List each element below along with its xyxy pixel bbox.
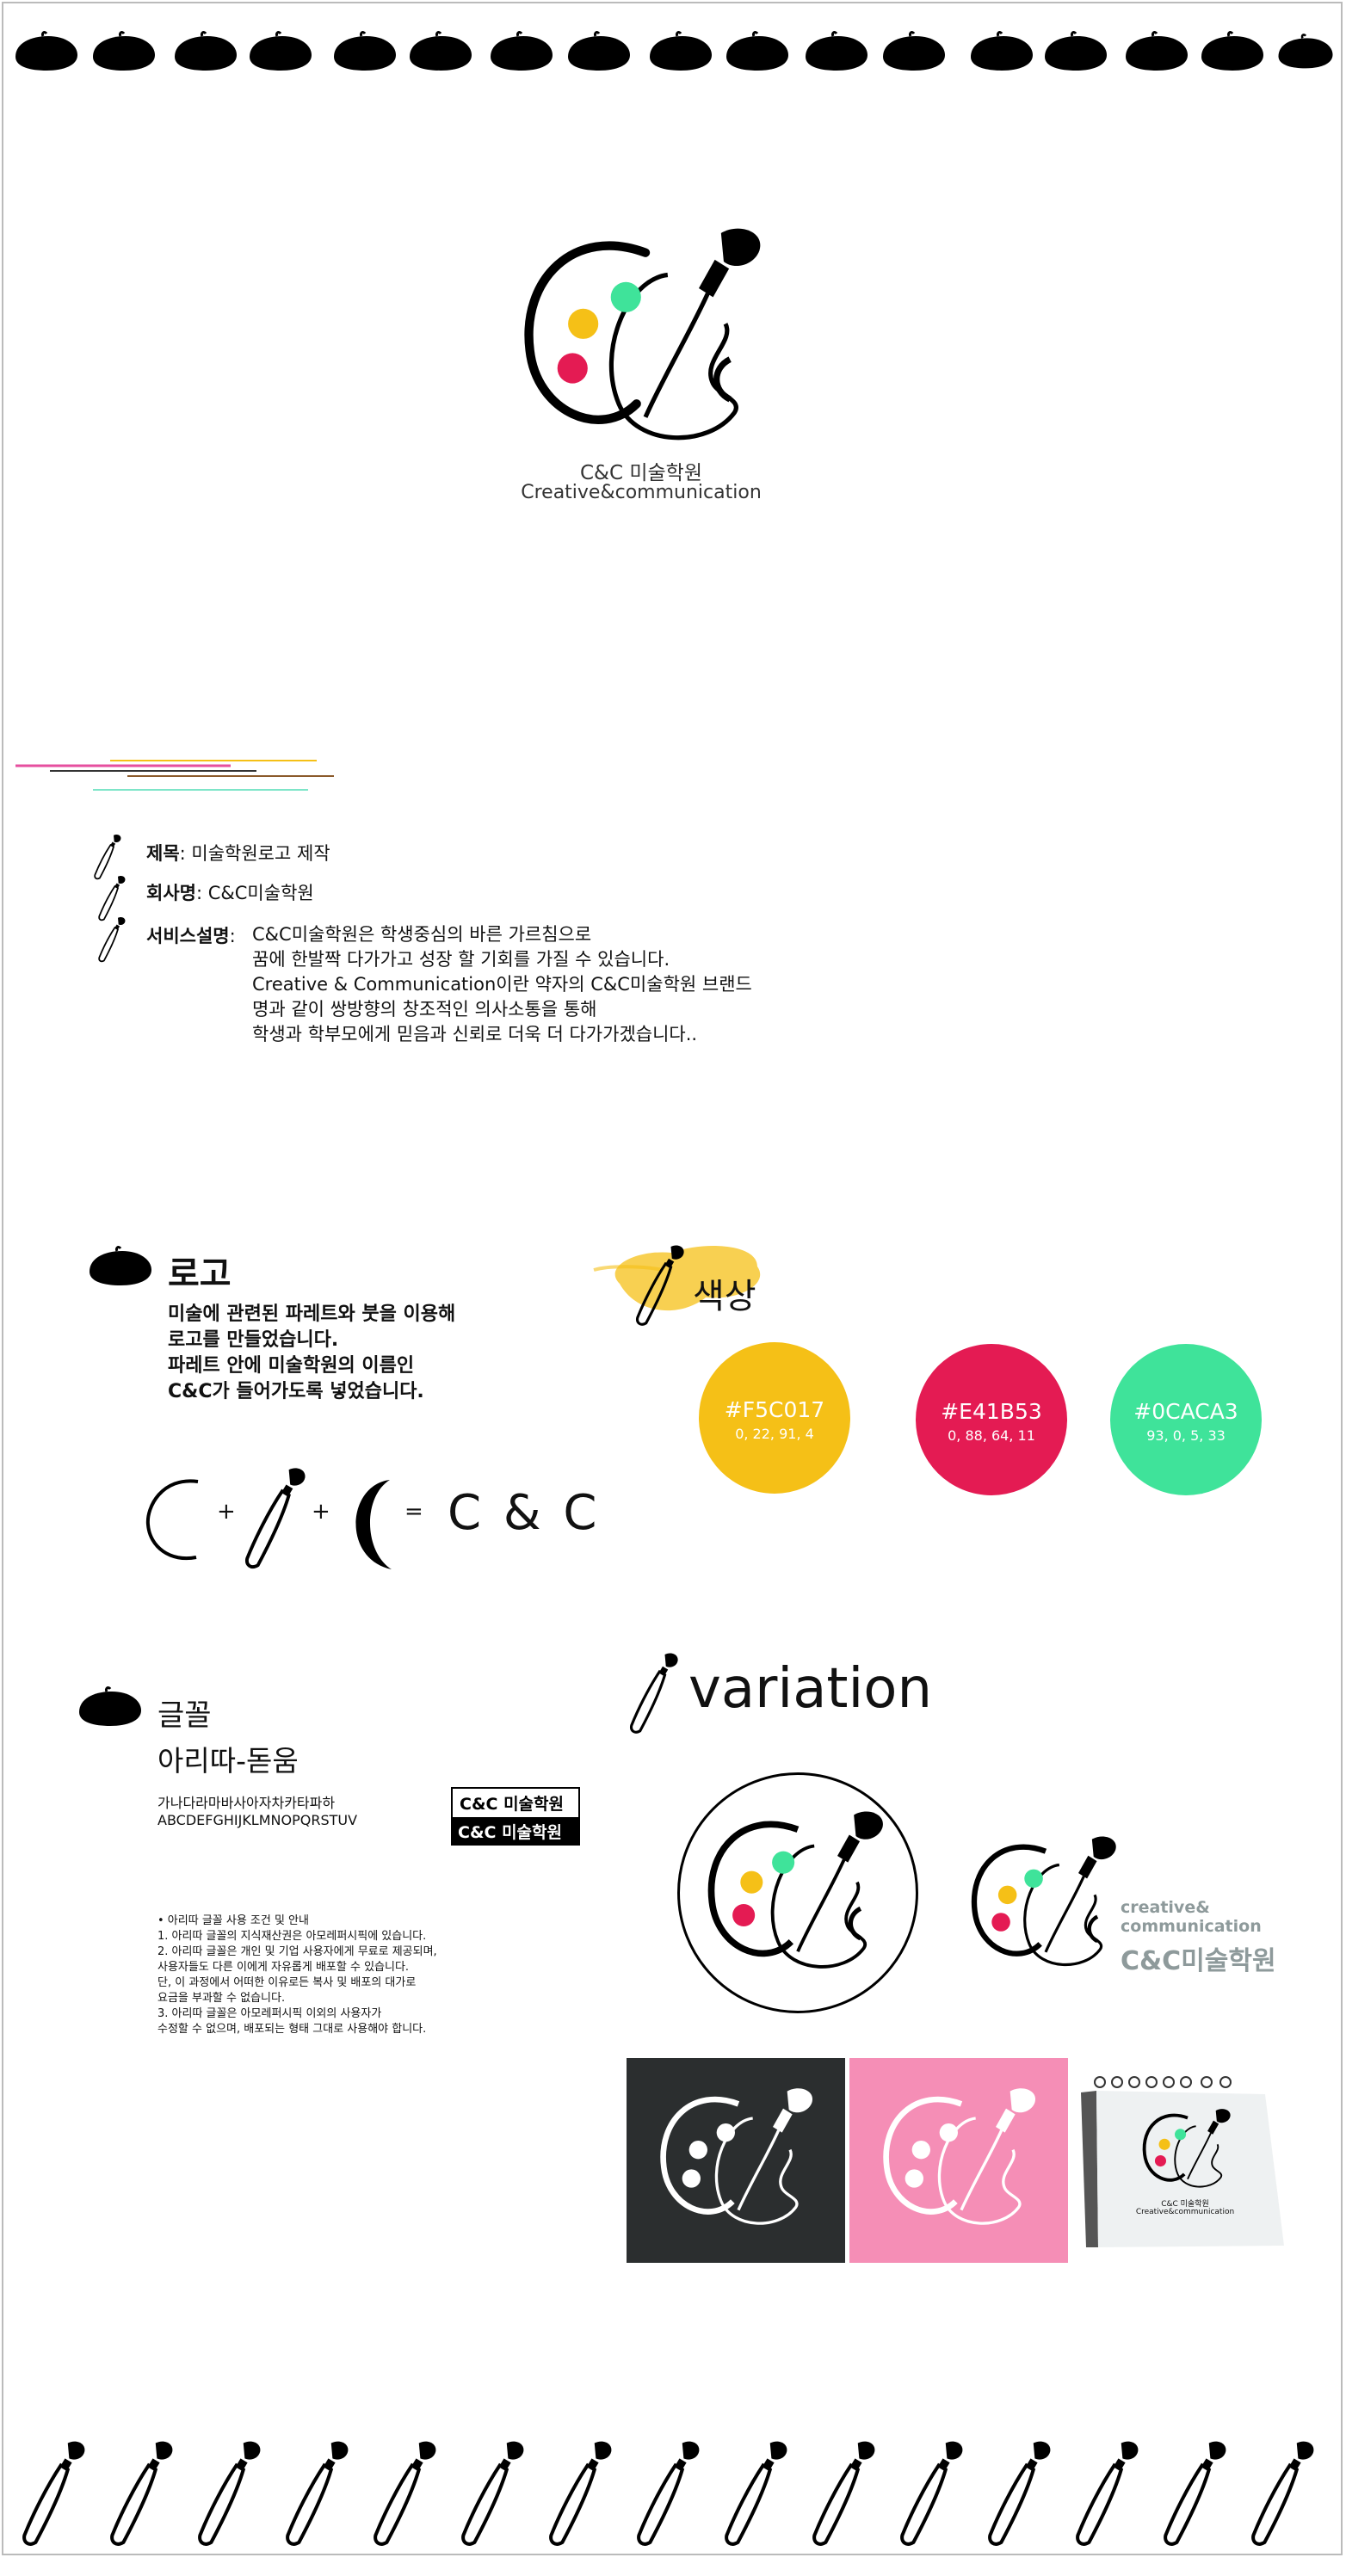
palette-logo-icon: [707, 1811, 883, 1969]
service-line: Creative & Communication이란 약자의 C&C미술학원 브…: [252, 974, 752, 995]
paintbrush-icon: [95, 915, 129, 964]
variation-pink-panel: [849, 2058, 1068, 2263]
font-sample-latin: ABCDEFGHIJKLMNOPQRSTUV: [157, 1812, 358, 1828]
swatch-hex: #0CACA3: [1133, 1399, 1238, 1424]
logo-heading: 로고: [168, 1254, 232, 1294]
service-label-row: 서비스설명:: [146, 926, 236, 946]
paintbrush-icon: [241, 1464, 310, 1572]
title-label: 제목: [146, 843, 180, 864]
palette-logo-icon: [971, 1836, 1116, 1967]
paintbrush-icon: [633, 1242, 688, 1328]
service-label: 서비스설명: [146, 926, 230, 946]
variation-side-small: creative& communication: [1121, 1898, 1262, 1936]
variation-circle-badge: [677, 1772, 918, 2013]
beret-icon: [88, 1246, 153, 1287]
beret-row: [12, 26, 1337, 86]
variation-heading: variation: [688, 1657, 932, 1721]
company-value: C&C미술학원: [207, 883, 314, 903]
service-line: 명과 같이 쌍방향의 창조적인 의사소통을 통해: [252, 999, 597, 1020]
color-swatch-yellow: #F5C017 0, 22, 91, 4: [699, 1342, 850, 1494]
company-row: 회사명: C&C미술학원: [146, 883, 314, 903]
service-line: 꿈에 한발짝 다가가고 성장 할 기회를 가질 수 있습니다.: [252, 949, 670, 970]
palette-logo-icon: [660, 2088, 813, 2225]
variation-dark-panel: [627, 2058, 845, 2263]
font-sample-korean: 가나다라마바사아자차카타파하: [157, 1795, 336, 1811]
variation-side-big: C&C미술학원: [1121, 1946, 1276, 1976]
brush-row: [17, 2431, 1334, 2551]
paintbrush-icon: [620, 1650, 688, 1736]
swatch-values: 0, 22, 91, 4: [735, 1426, 814, 1442]
header-logo: [512, 225, 779, 458]
notebook-shape: [1081, 2076, 1284, 2247]
company-label: 회사명: [146, 883, 196, 903]
service-line: C&C미술학원은 학생중심의 바른 가르침으로: [252, 924, 592, 945]
beret-icon: [14, 31, 1334, 72]
swatch-hex: #F5C017: [724, 1397, 825, 1422]
font-box-outline: C&C 미술학원: [451, 1787, 580, 1819]
color-swatch-pink: #E41B53 0, 88, 64, 11: [916, 1344, 1067, 1495]
palette-logo-icon: [883, 2088, 1036, 2225]
letter-c-shape: [145, 1479, 199, 1561]
font-box-solid: C&C 미술학원: [451, 1817, 580, 1846]
swatch-values: 93, 0, 5, 33: [1146, 1427, 1226, 1444]
notebook-logo-tagline: Creative&communication: [1135, 2208, 1235, 2216]
color-heading: 색상: [693, 1277, 756, 1316]
crescent-shape: [355, 1480, 392, 1569]
variation-notebook-mockup: C&C 미술학원 Creative&communication: [1077, 2041, 1284, 2247]
palette-logo-icon: [1142, 2109, 1231, 2188]
font-name: 아리따-돋움: [157, 1744, 299, 1778]
beret-icon: [77, 1686, 143, 1728]
service-description: C&C미술학원은 학생중심의 바른 가르침으로 꿈에 한발짝 다가가고 성장 할…: [252, 922, 752, 1047]
logo-description: 미술에 관련된 파레트와 붓을 이용해 로고를 만들었습니다. 파레트 안에 미…: [168, 1303, 456, 1402]
paint-splash-icon: [593, 1246, 761, 1311]
equals-sign: =: [404, 1499, 423, 1525]
plus-sign: +: [312, 1499, 330, 1525]
header-logo-name: C&C 미술학원: [579, 462, 702, 484]
color-swatch-mint: #0CACA3 93, 0, 5, 33: [1110, 1344, 1262, 1495]
font-heading: 글꼴: [157, 1698, 212, 1733]
service-line: 학생과 학부모에게 믿음과 신뢰로 더욱 더 다가가겠습니다..: [252, 1024, 698, 1045]
swatch-hex: #E41B53: [941, 1399, 1042, 1424]
palette-logo-icon: [524, 228, 761, 441]
notebook-logo-name: C&C 미술학원: [1161, 2200, 1209, 2209]
title-row: 제목: 미술학원로고 제작: [146, 843, 330, 864]
title-value: 미술학원로고 제작: [191, 843, 330, 864]
decorative-lines: [15, 760, 334, 791]
swatch-values: 0, 88, 64, 11: [948, 1427, 1035, 1444]
plus-sign: +: [217, 1499, 236, 1525]
font-usage-notice: • 아리따 글꼴 사용 조건 및 안내 1. 아리따 글꼴의 지식재산권은 아모…: [157, 1914, 437, 2036]
header-logo-tagline: Creative&communication: [521, 482, 762, 503]
paintbrush-icon: [17, 2431, 1334, 2551]
equation-result: C & C: [448, 1485, 601, 1541]
